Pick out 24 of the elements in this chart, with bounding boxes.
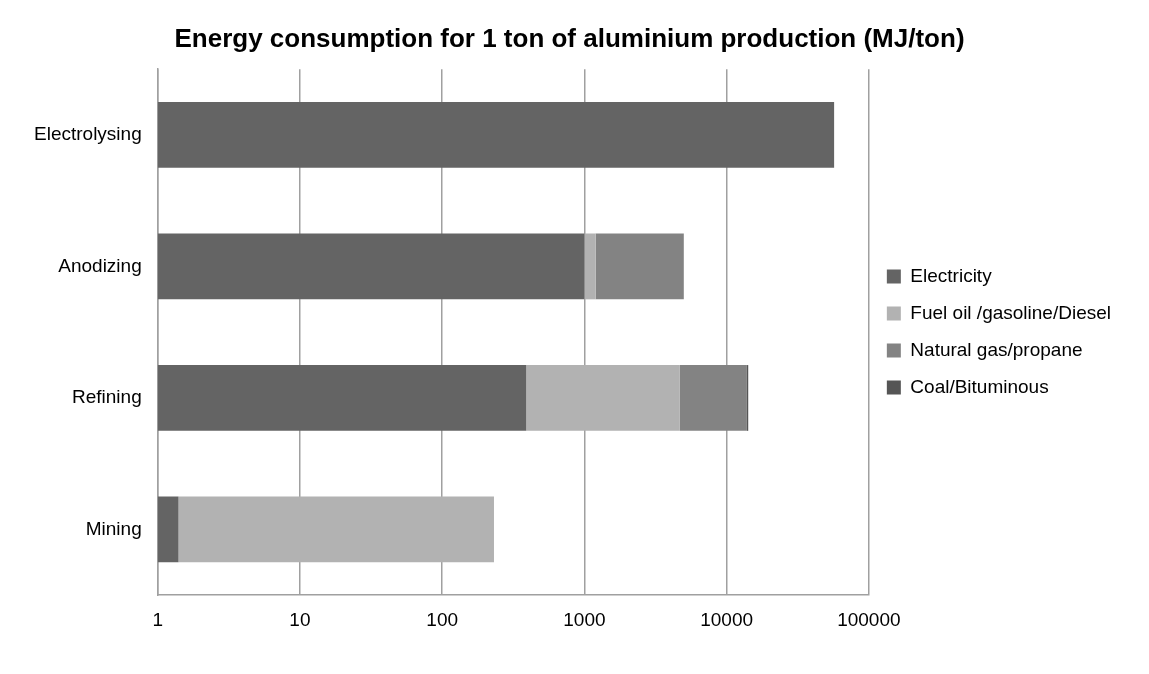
legend-label: Natural gas/propane bbox=[910, 338, 1083, 360]
legend-label: Electricity bbox=[910, 264, 993, 286]
y-tick-label: Anodizing bbox=[58, 254, 142, 276]
x-tick-label: 10000 bbox=[700, 608, 754, 630]
bar bbox=[178, 496, 494, 563]
chart-title: Energy consumption for 1 ton of aluminium production (MJ/ton) bbox=[174, 22, 965, 53]
bar bbox=[157, 365, 527, 431]
bar bbox=[595, 233, 684, 300]
legend-label: Fuel oil /gasoline/Diesel bbox=[910, 301, 1112, 323]
x-tick-label: 100 bbox=[426, 608, 459, 630]
x-tick-label: 1000 bbox=[563, 608, 606, 630]
bar bbox=[157, 102, 835, 168]
legend-label: Coal/Bituminous bbox=[910, 375, 1049, 397]
bar bbox=[679, 365, 747, 431]
x-tick-label: 10 bbox=[289, 608, 311, 630]
bar bbox=[157, 496, 179, 563]
x-tick-label: 1 bbox=[152, 608, 163, 630]
y-tick-label: Refining bbox=[71, 386, 142, 408]
bar bbox=[584, 233, 596, 300]
bar bbox=[157, 233, 585, 300]
y-tick-label: Electrolysing bbox=[33, 123, 142, 145]
x-tick-label: 100000 bbox=[837, 608, 901, 630]
bar bbox=[526, 365, 680, 431]
y-tick-label: Mining bbox=[85, 517, 142, 539]
